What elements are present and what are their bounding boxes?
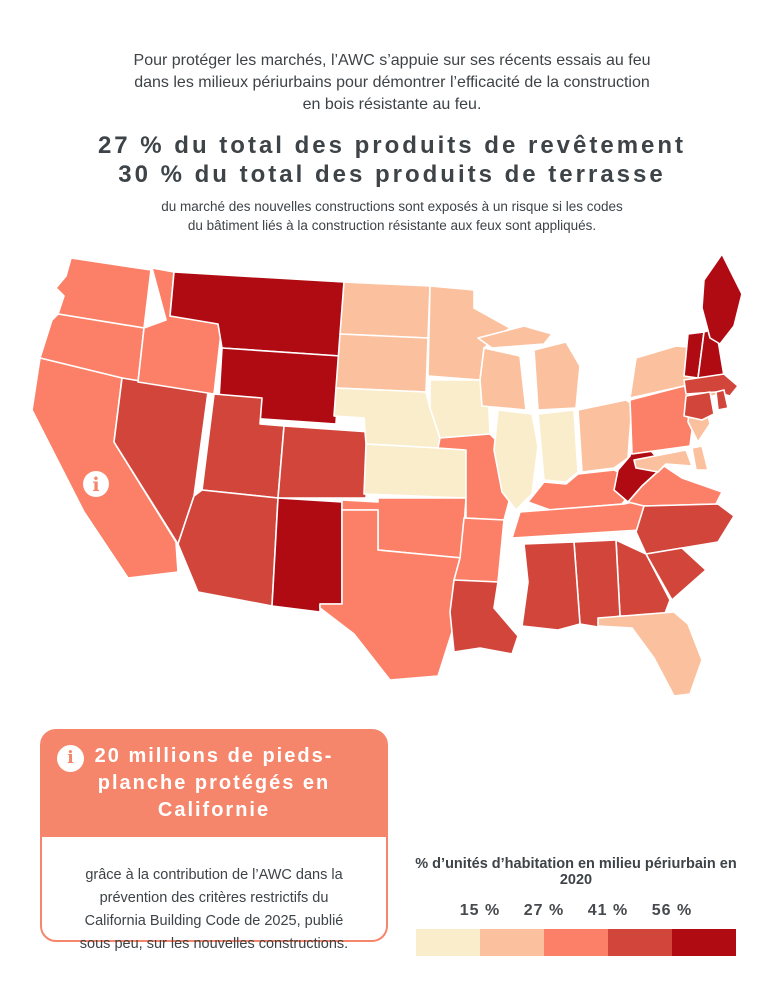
- headline-line-siding: 27 % du total des produits de revêtement: [97, 132, 687, 159]
- state-oh: [577, 399, 633, 473]
- state-nd: [339, 281, 431, 339]
- info-marker-circle: [83, 471, 109, 497]
- state-ri: [715, 389, 729, 411]
- us-choropleth-map: i: [26, 250, 746, 710]
- state-wa: [55, 257, 152, 329]
- us-map-svg: i: [31, 253, 743, 697]
- callout-title-line: 20 millions de pieds-: [94, 745, 334, 767]
- state-ms: [521, 541, 581, 631]
- state-md: [633, 449, 693, 473]
- state-il: [493, 409, 539, 511]
- legend-swatch-3: [544, 929, 608, 956]
- callout-body: grâce à la contribution de l’AWC dans la…: [42, 837, 386, 956]
- info-icon: i: [57, 745, 84, 772]
- state-wi: [479, 347, 527, 411]
- state-al: [573, 539, 621, 629]
- state-mi: [533, 341, 581, 411]
- legend-swatch-5: [672, 929, 736, 956]
- callout-body-line: California Building Code de 2025, publié: [84, 913, 344, 929]
- state-ks: [363, 443, 469, 499]
- state-la: [449, 579, 519, 655]
- callout-body-line: sous peu, sur les nouvelles construction…: [79, 936, 349, 952]
- legend-tick: 27 %: [523, 902, 565, 919]
- info-icon: i: [92, 474, 99, 496]
- state-tx: [319, 509, 483, 681]
- intro-line: dans les milieux périurbains pour démont…: [134, 74, 650, 91]
- subhead-line: du marché des nouvelles constructions so…: [161, 199, 623, 214]
- legend-swatch-1: [416, 929, 480, 956]
- callout-body-line: prévention des critères restrictifs du: [99, 890, 329, 906]
- state-fl: [597, 611, 703, 697]
- legend-tick: 15 %: [459, 902, 501, 919]
- subheadline: du marché des nouvelles constructions so…: [0, 197, 784, 235]
- state-co: [277, 425, 371, 499]
- state-mi-upper: [477, 325, 553, 349]
- legend-tick: 41 %: [587, 902, 629, 919]
- legend-tick: 56 %: [651, 902, 693, 919]
- state-az: [177, 489, 279, 607]
- state-ct: [683, 391, 715, 421]
- legend-color-scale: 15 % 27 % 41 % 56 %: [416, 902, 736, 956]
- state-nc: [635, 503, 735, 555]
- info-marker-california: i: [83, 471, 109, 497]
- california-callout-box: i 20 millions de pieds- planche protégés…: [40, 729, 388, 952]
- callout-title: 20 millions de pieds- planche protégés e…: [56, 743, 372, 824]
- callout-title-line: planche protégés en: [97, 772, 331, 794]
- intro-line: en bois résistante au feu.: [302, 96, 482, 113]
- headline: 27 % du total des produits de revêtement…: [0, 131, 784, 189]
- state-nm: [271, 497, 343, 613]
- headline-line-decking: 30 % du total des produits de terrasse: [118, 161, 666, 188]
- state-in: [537, 409, 579, 483]
- callout-body-line: grâce à la contribution de l’AWC dans la: [85, 867, 343, 883]
- subhead-line: du bâtiment liés à la construction résis…: [187, 218, 597, 233]
- callout-header: i 20 millions de pieds- planche protégés…: [42, 731, 386, 837]
- state-me: [701, 253, 743, 345]
- legend-swatch-4: [608, 929, 672, 956]
- map-legend: % d’unités d’habitation en milieu périur…: [400, 856, 752, 956]
- intro-paragraph: Pour protéger les marchés, l’AWC s’appui…: [0, 50, 784, 116]
- intro-line: Pour protéger les marchés, l’AWC s’appui…: [133, 52, 651, 69]
- state-sd: [335, 333, 429, 393]
- state-sc: [645, 547, 707, 601]
- legend-swatch-2: [480, 929, 544, 956]
- state-de: [691, 445, 709, 471]
- callout-title-line: Californie: [157, 799, 271, 821]
- legend-title: % d’unités d’habitation en milieu périur…: [415, 856, 737, 888]
